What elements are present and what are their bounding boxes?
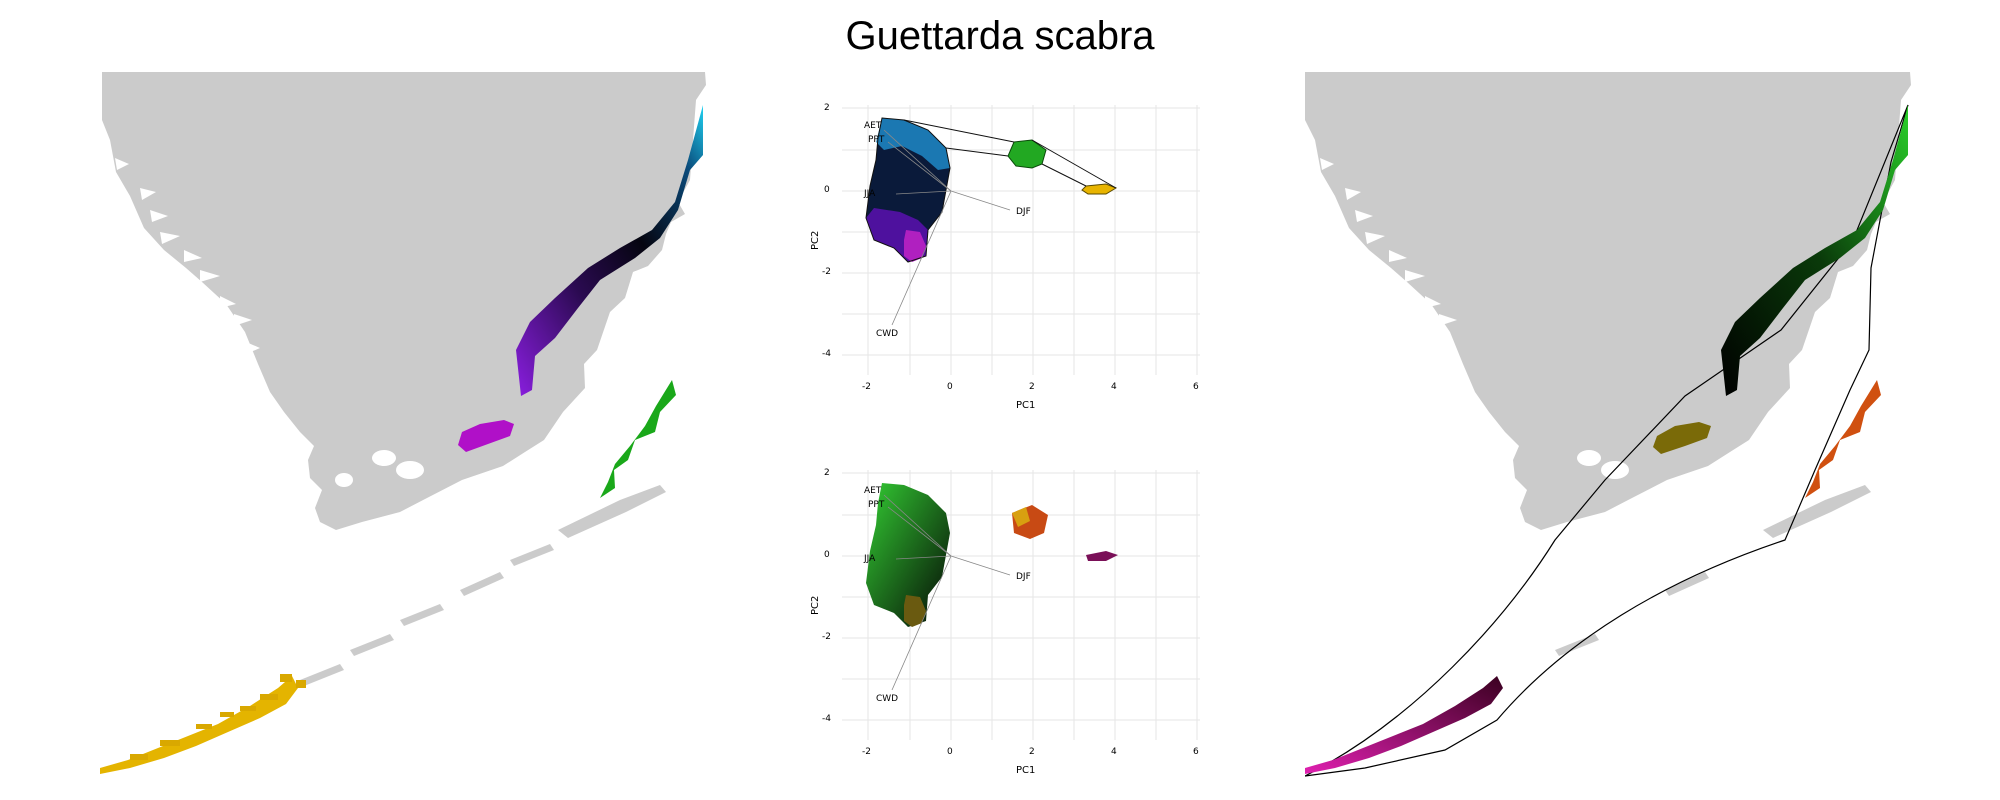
pca-top-vectors bbox=[883, 129, 1011, 326]
range-region-inland bbox=[516, 105, 703, 396]
left-map bbox=[100, 72, 706, 774]
pca-bottom-xtick-0: 0 bbox=[947, 747, 953, 757]
pca-bottom-xtick-m2: -2 bbox=[862, 747, 871, 757]
pca-bottom-cluster-main bbox=[866, 483, 950, 627]
range-region-west bbox=[458, 420, 514, 452]
pca-top-vector-djf: DJF bbox=[1016, 207, 1031, 217]
hull-outline bbox=[1305, 104, 1909, 777]
pca-top-hull-lines bbox=[865, 117, 1117, 263]
pca-top-xtick-6: 6 bbox=[1193, 382, 1199, 392]
range-keys-dashes bbox=[130, 674, 306, 760]
pca-top-ylabel: PC2 bbox=[810, 231, 821, 250]
pca-bottom-xlabel: PC1 bbox=[1016, 765, 1035, 776]
pca-plot-bottom: 2 0 -2 -4 -2 0 2 4 6 PC1 PC2 AET PPT JJA… bbox=[810, 468, 1200, 776]
range-region-west-right bbox=[1653, 422, 1711, 454]
pca-bottom-cluster-lower bbox=[904, 595, 926, 627]
range-region-southeast-right bbox=[1805, 380, 1881, 498]
pca-bottom-cluster-orange-yellow bbox=[1012, 507, 1030, 527]
pca-bottom-xtick-2: 2 bbox=[1029, 747, 1035, 757]
range-region-southeast bbox=[600, 380, 676, 498]
pca-top-xtick-4: 4 bbox=[1111, 382, 1117, 392]
pca-bottom-ytick-0: 0 bbox=[824, 550, 830, 560]
pca-top-vector-cwd: CWD bbox=[876, 329, 898, 339]
pca-bottom-vector-djf: DJF bbox=[1016, 572, 1031, 582]
pca-top-ytick-0: 0 bbox=[824, 185, 830, 195]
pca-top-vector-jja: JJA bbox=[863, 189, 876, 199]
range-region-keys-right bbox=[1305, 676, 1503, 774]
pca-top-xlabel: PC1 bbox=[1016, 400, 1035, 411]
pca-top-vector-ppt: PPT bbox=[868, 135, 885, 145]
pca-bottom-ytick-2: 2 bbox=[824, 468, 830, 478]
pca-top-xtick-m2: -2 bbox=[862, 382, 871, 392]
figure-title: Guettarda scabra bbox=[845, 14, 1155, 58]
pca-bottom-ytick-m4: -4 bbox=[822, 714, 831, 724]
pca-bottom-xtick-6: 6 bbox=[1193, 747, 1199, 757]
pca-top-cluster-blue bbox=[876, 118, 950, 170]
right-map bbox=[1305, 72, 1911, 777]
pca-bottom-ytick-m2: -2 bbox=[822, 632, 831, 642]
pca-plot-top: 2 0 -2 -4 -2 0 2 4 6 PC1 PC2 AET PPT JJA… bbox=[810, 103, 1200, 411]
range-region-keys bbox=[100, 676, 298, 774]
pca-top-xtick-0: 0 bbox=[947, 382, 953, 392]
pca-top-ytick-2: 2 bbox=[824, 103, 830, 113]
pca-top-cluster-yellow bbox=[1081, 183, 1118, 195]
florida-landmass-left bbox=[102, 72, 706, 530]
pca-bottom-vector-ppt: PPT bbox=[868, 500, 885, 510]
pca-bottom-vector-cwd: CWD bbox=[876, 694, 898, 704]
pca-top-xtick-2: 2 bbox=[1029, 382, 1035, 392]
range-region-inland-right bbox=[1721, 105, 1908, 396]
pca-top-cluster-magenta bbox=[904, 230, 926, 262]
pca-bottom-ylabel: PC2 bbox=[810, 596, 821, 615]
pca-bottom-vector-jja: JJA bbox=[863, 554, 876, 564]
florida-landmass-right bbox=[1305, 72, 1911, 530]
pca-bottom-vector-aet: AET bbox=[864, 486, 882, 496]
pca-top-vector-aet: AET bbox=[864, 121, 882, 131]
pca-bottom-vectors bbox=[883, 494, 1011, 691]
pca-top-ytick-m2: -2 bbox=[822, 267, 831, 277]
pca-bottom-xtick-4: 4 bbox=[1111, 747, 1117, 757]
keys-islands-left bbox=[300, 485, 666, 686]
pca-top-ytick-m4: -4 bbox=[822, 349, 831, 359]
pca-bottom-cluster-pink bbox=[1086, 551, 1118, 561]
